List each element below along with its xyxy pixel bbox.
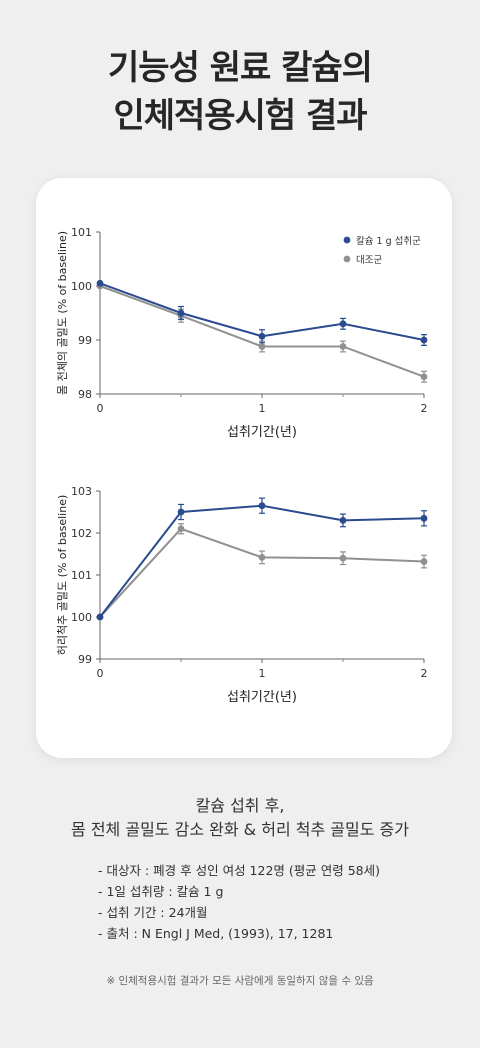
chart2-series-control-line [99,527,425,618]
chart2-y-tick-label: 101 [71,569,92,582]
chart2-x-tick-label: 2 [421,667,428,680]
chart1-series-calcium-point [258,332,266,340]
summary-line1: 칼슘 섭취 후, [195,796,285,815]
chart1-legend-control-marker [343,255,351,263]
chart2-y-tick-label: 99 [78,653,92,666]
chart2-series-calcium-point [258,502,266,510]
chart1-series-calcium-point [96,279,104,287]
chart1-series-control-point [258,343,266,350]
detail-subjects: - 대상자 : 폐경 후 성인 여성 122명 (평균 연령 58세) [98,863,380,878]
page-title-line1: 기능성 원료 칼슘의 [108,48,373,88]
chart2-series-control-point [420,558,428,565]
chart1-series-control-point [339,343,347,350]
detail-source: - 출처 : N Engl J Med, (1993), 17, 1281 [98,926,334,941]
detail-dose: - 1일 섭취량 : 칼슘 1 g [98,884,224,899]
chart1-series-calcium-point [177,309,185,317]
chart1-series-control-point [420,373,428,381]
chart2-x-axis-label: 섭취기간(년) [227,690,297,705]
chart2-y-tick-label: 103 [71,485,92,498]
detail-duration: - 섭취 기간 : 24개월 [98,905,208,920]
disclaimer-note: ※ 인체적용시험 결과가 모든 사람에게 동일하지 않을 수 있음 [106,975,374,987]
chart2-x-tick-label: 1 [259,667,266,680]
chart2-series-calcium-point [339,517,347,524]
chart2-y-tick-label: 102 [71,527,92,540]
chart1-legend-control-label: 대조군 [356,255,382,266]
page-title-line2: 인체적용시험 결과 [113,96,367,136]
chart2-series-control-point [177,525,185,533]
chart2-series-calcium-point [420,514,428,522]
chart1-legend-calcium-marker [343,236,351,244]
chart1-series-calcium-point [420,336,428,344]
chart-card: 98 99 100 101 0 1 2 섭취기간(년) 몸 전체의 골밀도 (% of base… [36,178,452,758]
chart1-series-calcium-point [339,320,347,328]
chart1-x-tick-label: 2 [421,402,428,415]
chart1-y-tick-label: 99 [78,334,92,347]
chart1-y-axis-label: 몸 전체의 골밀도 (% of baseline) [56,231,69,395]
chart1-y-tick-label: 101 [71,226,92,239]
chart2-y-tick-label: 100 [71,611,92,624]
chart1-x-tick-label: 0 [97,402,104,415]
chart1-x-axis-label: 섭취기간(년) [227,425,297,440]
chart2-y-axis-label: 허리척추 골밀도 (% of baseline) [56,495,69,656]
summary-line2: 몸 전체 골밀도 감소 완화 & 허리 척추 골밀도 증가 [71,820,409,839]
chart1-y-tick-label: 100 [71,280,92,293]
chart1-y-tick-label: 98 [78,388,92,401]
study-details: - 대상자 : 폐경 후 성인 여성 122명 (평균 연령 58세) - 1일… [98,860,380,944]
chart2-x-tick-label: 0 [97,667,104,680]
chart1-x-tick-label: 1 [259,402,266,415]
chart2-series-control-point [258,553,266,561]
chart2-series-control-point [339,554,347,562]
chart2-series-calcium-point [96,613,104,621]
chart1-legend-calcium-label: 칼슘 1 g 섭취군 [356,236,421,247]
chart2-series-calcium-point [177,508,185,516]
